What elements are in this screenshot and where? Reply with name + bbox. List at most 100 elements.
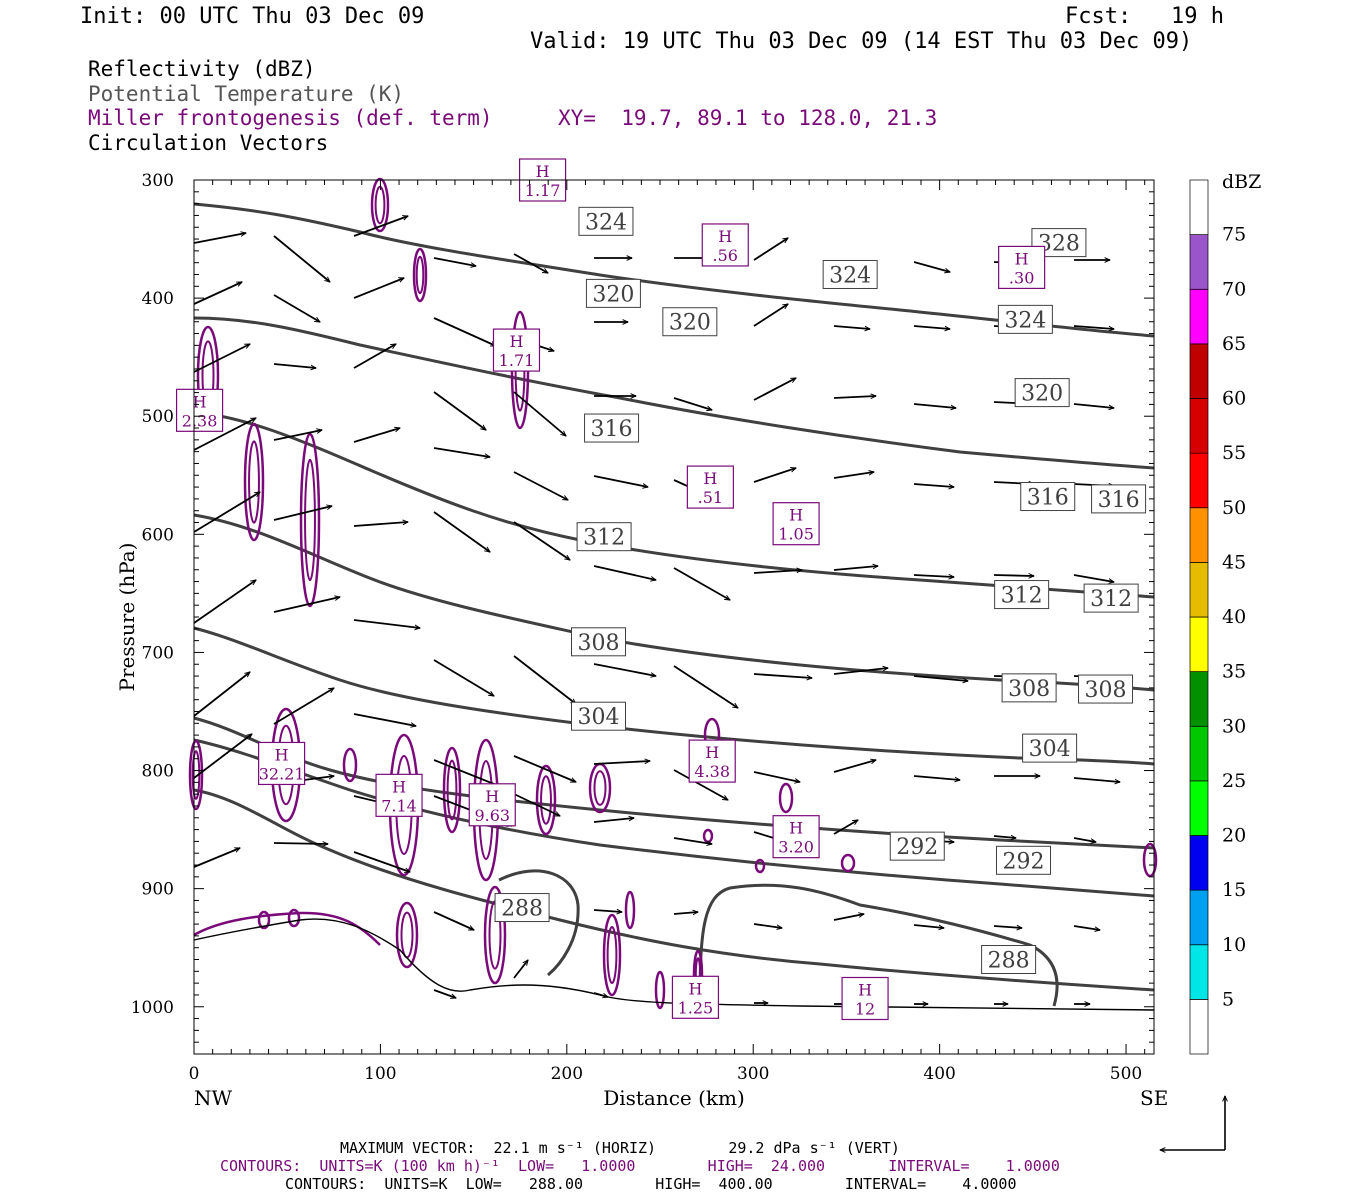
maximum-letter: H bbox=[193, 392, 207, 411]
theta-contour-label: 324 bbox=[997, 304, 1053, 334]
circulation-vector bbox=[673, 397, 712, 410]
circulation-vector bbox=[193, 672, 250, 717]
circulation-vector bbox=[753, 570, 802, 574]
footer-fronto-contours: CONTOURS: UNITS=K (100 km h)⁻¹ LOW= 1.00… bbox=[220, 1157, 1060, 1175]
y-tick-label: 700 bbox=[142, 643, 174, 663]
maximum-letter: H bbox=[485, 787, 499, 806]
frontogenesis-contour bbox=[370, 177, 390, 233]
frontogenesis-contour bbox=[248, 440, 260, 524]
nw-end-label: NW bbox=[194, 1086, 233, 1110]
circulation-vector bbox=[433, 317, 496, 347]
circulation-vector bbox=[193, 281, 242, 305]
theta-label-text: 320 bbox=[1021, 382, 1063, 407]
theta-label-box bbox=[1022, 733, 1078, 763]
colorbar-swatch bbox=[1189, 234, 1209, 290]
footer-max-vector: MAXIMUM VECTOR: 22.1 m s⁻¹ (HORIZ) 29.2 … bbox=[340, 1139, 900, 1157]
circulation-vector bbox=[193, 579, 256, 624]
se-end-label: SE bbox=[1140, 1086, 1168, 1110]
theta-label-text: 316 bbox=[1027, 486, 1069, 511]
theta-label-box bbox=[889, 831, 945, 861]
frontogenesis-maximum: H.56 bbox=[701, 223, 749, 267]
frontogenesis-contour bbox=[778, 782, 794, 814]
circulation-vector bbox=[273, 687, 334, 725]
y-axis-label: Pressure (hPa) bbox=[115, 543, 139, 692]
frontogenesis-contour bbox=[702, 828, 714, 844]
maximum-letter: H bbox=[1015, 249, 1029, 268]
theta-contour bbox=[193, 316, 1155, 470]
theta-label-box bbox=[1091, 484, 1147, 514]
circulation-vector bbox=[673, 567, 730, 601]
circulation-vector bbox=[433, 659, 494, 697]
theta-contour-label: 288 bbox=[494, 893, 550, 923]
theta-contour-label: 320 bbox=[1014, 378, 1070, 408]
colorbar-swatch bbox=[1189, 179, 1209, 235]
maximum-box bbox=[688, 739, 736, 783]
maximum-box bbox=[175, 388, 224, 432]
circulation-vector bbox=[433, 511, 490, 553]
theta-label-box bbox=[1020, 482, 1076, 512]
theta-label-text: 312 bbox=[583, 526, 625, 551]
frontogenesis-contour bbox=[395, 901, 419, 969]
y-tick-label: 900 bbox=[142, 880, 174, 900]
x-tick-label: 300 bbox=[737, 1064, 769, 1084]
frontogenesis-contour bbox=[342, 747, 358, 783]
maximum-letter: H bbox=[510, 332, 524, 351]
maximum-value: 1.25 bbox=[678, 998, 714, 1017]
circulation-vector bbox=[193, 233, 246, 244]
theta-label-box bbox=[1078, 674, 1134, 704]
frontogenesis-contour bbox=[193, 911, 381, 946]
theta-label-text: 304 bbox=[1029, 737, 1071, 762]
maximum-value: 3.20 bbox=[778, 838, 814, 857]
circulation-vector bbox=[593, 663, 656, 676]
maximum-box bbox=[998, 245, 1046, 289]
y-tick-label: 800 bbox=[142, 762, 174, 782]
circulation-vector bbox=[833, 914, 864, 921]
circulation-vector bbox=[1073, 837, 1096, 842]
colorbar-unit: dBZ bbox=[1222, 171, 1261, 193]
frontogenesis-contour bbox=[535, 764, 557, 836]
theta-label-text: 288 bbox=[988, 949, 1030, 974]
colorbar-tick-label: 45 bbox=[1222, 551, 1246, 573]
theta-label-text: 320 bbox=[592, 282, 634, 307]
theta-label-box bbox=[584, 413, 640, 443]
legend-miller: Miller frontogenesis (def. term) bbox=[88, 106, 493, 130]
colorbar-swatch bbox=[1189, 889, 1209, 946]
circulation-vector bbox=[673, 912, 698, 914]
colorbar-swatch bbox=[1189, 999, 1209, 1055]
frontogenesis-maximum: H32.21 bbox=[258, 741, 306, 786]
maximum-box bbox=[686, 465, 734, 509]
theta-label-text: 316 bbox=[591, 417, 633, 442]
theta-contour-label: 320 bbox=[662, 307, 718, 337]
circulation-vectors bbox=[193, 216, 1120, 1004]
maximum-letter: H bbox=[858, 980, 872, 999]
circulation-vector bbox=[353, 343, 396, 369]
circulation-vector bbox=[353, 277, 404, 299]
valid-time: Valid: 19 UTC Thu 03 Dec 09 (14 EST Thu … bbox=[530, 29, 1193, 54]
circulation-vector bbox=[353, 216, 408, 237]
theta-label-box bbox=[996, 845, 1052, 875]
init-time: Init: 00 UTC Thu 03 Dec 09 bbox=[80, 4, 425, 29]
circulation-vector bbox=[513, 655, 576, 704]
theta-label-text: 308 bbox=[1085, 678, 1127, 703]
circulation-vector bbox=[353, 713, 416, 726]
maximum-box bbox=[375, 773, 423, 817]
circulation-vector bbox=[753, 923, 782, 928]
colorbar-swatch bbox=[1189, 671, 1209, 727]
maximum-box bbox=[841, 976, 889, 1021]
colorbar-tick-label: 50 bbox=[1222, 497, 1246, 519]
circulation-vector bbox=[593, 475, 648, 487]
circulation-vector bbox=[433, 989, 456, 998]
colorbar-tick-label: 70 bbox=[1222, 278, 1246, 300]
frontogenesis-maximum: H.30 bbox=[998, 245, 1046, 289]
colorbar-tick-label: 10 bbox=[1222, 934, 1246, 956]
frontogenesis-maximum: H2.38 bbox=[175, 388, 224, 432]
forecast-hour: Fcst: 19 h bbox=[1065, 4, 1224, 29]
y-tick-label: 400 bbox=[142, 289, 174, 309]
frontogenesis-maximum: H.51 bbox=[686, 465, 734, 509]
circulation-vector bbox=[1073, 574, 1114, 582]
circulation-vector bbox=[833, 819, 858, 835]
frontogenesis-maximum: H1.25 bbox=[671, 975, 720, 1019]
frontogenesis-contour bbox=[257, 910, 271, 930]
circulation-vector bbox=[273, 597, 340, 613]
colorbar-tick-label: 55 bbox=[1222, 442, 1246, 464]
